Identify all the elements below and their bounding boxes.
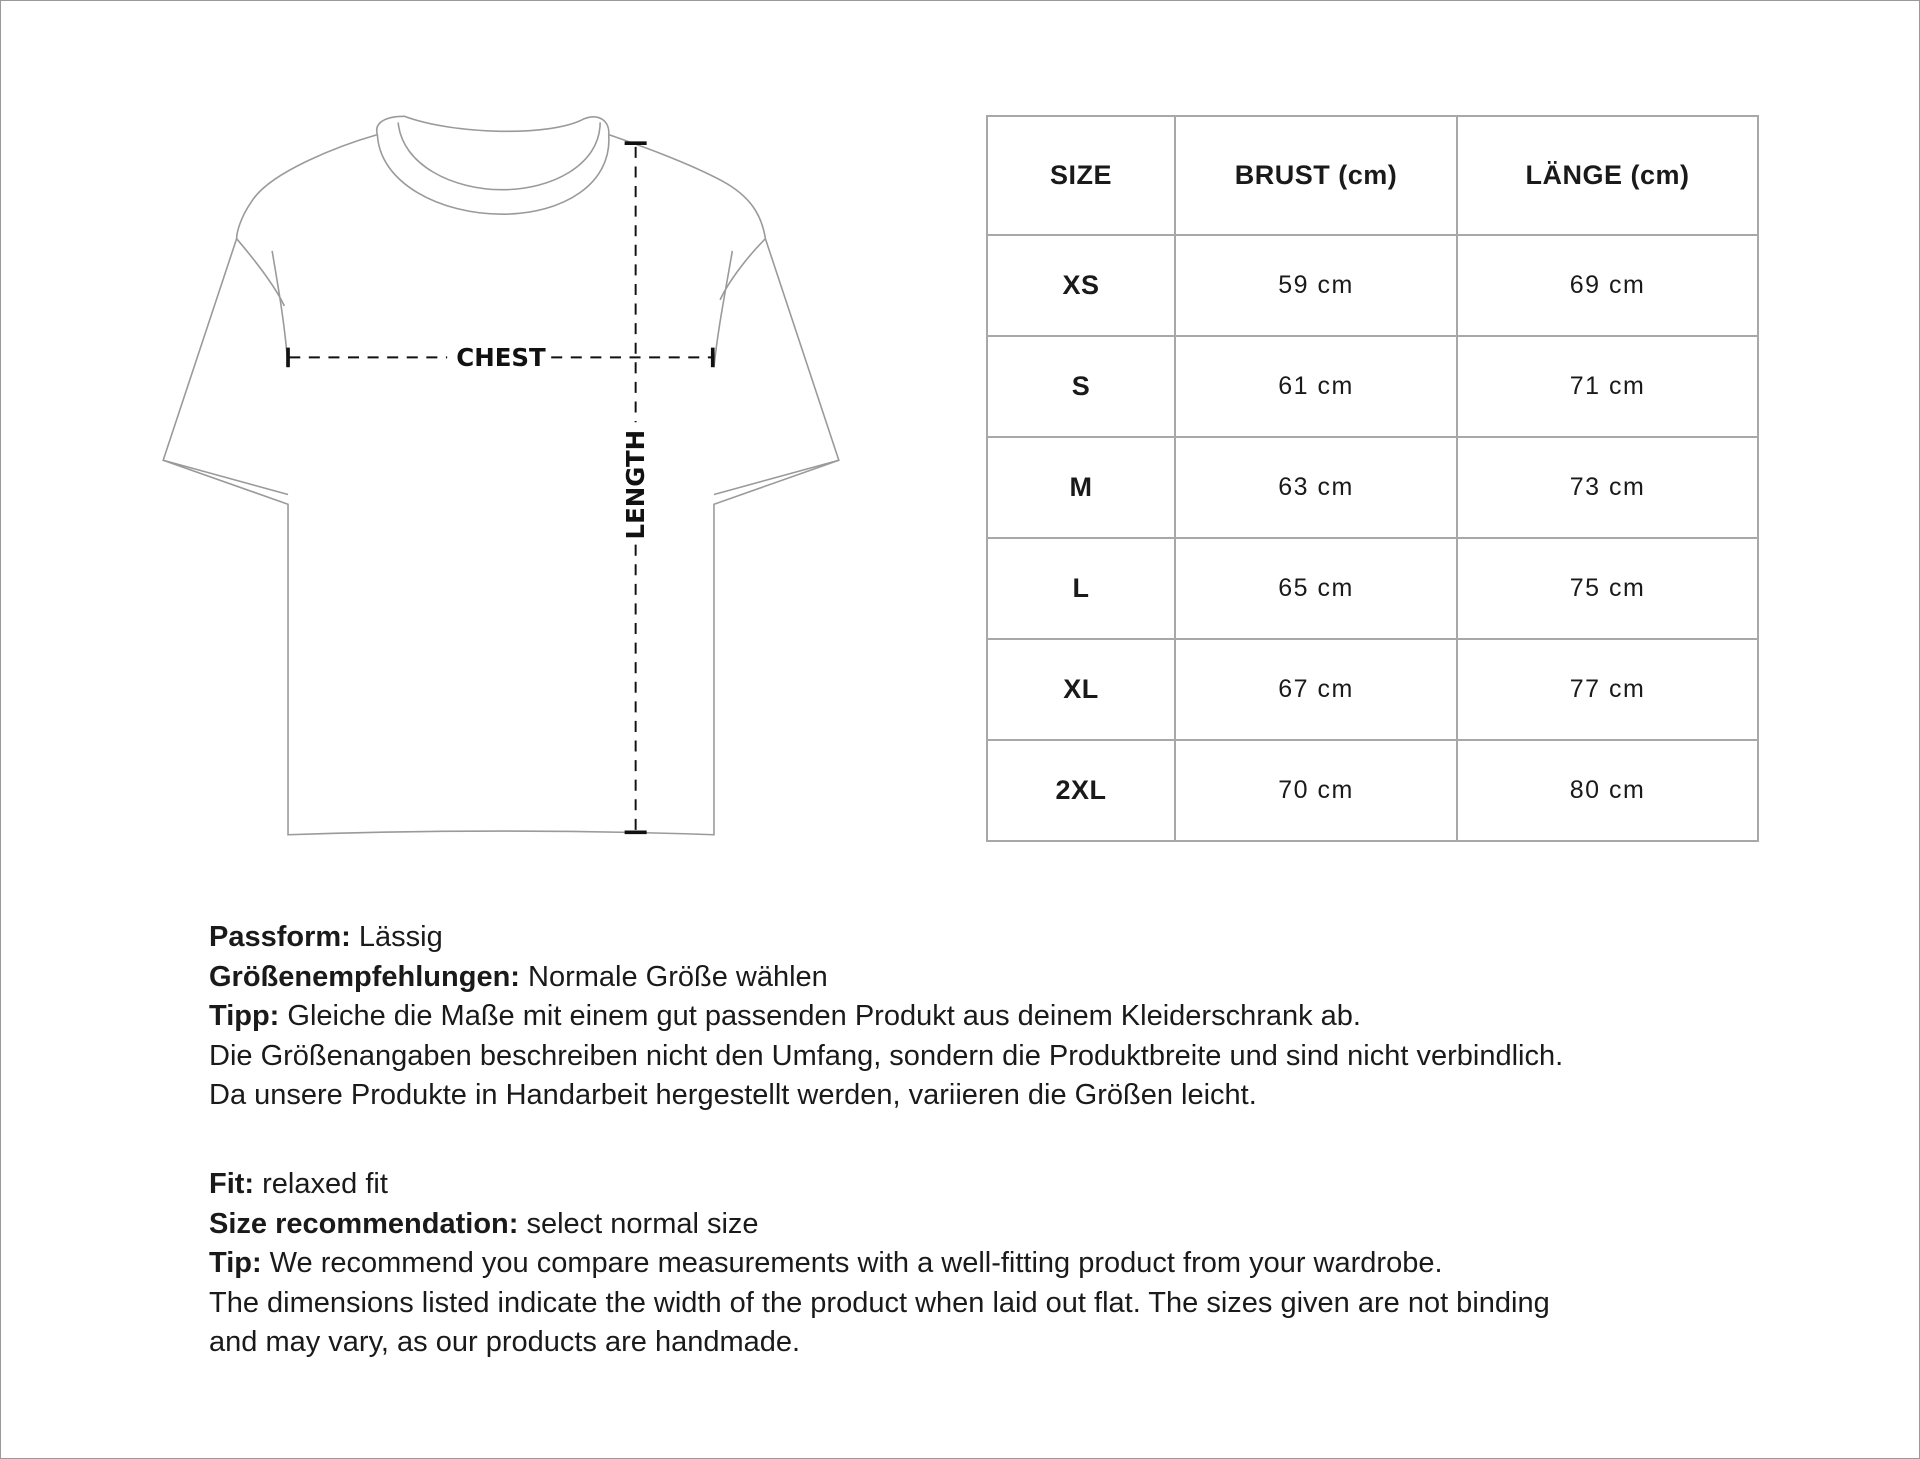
note-line: and may vary, as our products are handma… <box>209 1326 801 1358</box>
tshirt-outline <box>162 115 840 836</box>
tip-label: Tip: <box>209 1247 262 1279</box>
measure-ticks <box>286 141 715 835</box>
measure-lines <box>289 146 713 830</box>
cell-laenge: 69 cm <box>1456 234 1759 337</box>
cell-size: S <box>986 335 1176 438</box>
recommendation-value: select normal size <box>518 1207 759 1240</box>
cell-size: L <box>986 537 1176 640</box>
tip-value: We recommend you compare measurements wi… <box>261 1247 1443 1279</box>
tip-label: Tipp: <box>209 1000 280 1032</box>
length-label: LENGTH <box>621 430 650 540</box>
note-line: Die Größenangaben beschreiben nicht den … <box>209 1039 1564 1072</box>
cell-laenge: 73 cm <box>1456 436 1759 539</box>
table-row: L 65 cm 75 cm <box>986 537 1759 640</box>
recommendation-line: Größenempfehlungen: Normale Größe wählen <box>209 958 1563 998</box>
tip-line: Tip: We recommend you compare measuremen… <box>209 1244 1550 1284</box>
size-table: SIZE BRUST (cm) LÄNGE (cm) XS 59 cm 69 cm … <box>986 115 1759 842</box>
recommendation-label: Size recommendation: <box>209 1207 519 1240</box>
cell-laenge: 80 cm <box>1456 739 1759 842</box>
cell-brust: 65 cm <box>1174 537 1458 640</box>
fit-value: Lässig <box>350 921 443 953</box>
table-row: 2XL 70 cm 80 cm <box>986 739 1759 842</box>
table-row: M 63 cm 73 cm <box>986 436 1759 539</box>
cell-brust: 63 cm <box>1174 436 1458 539</box>
fit-line: Passform: Lässig <box>209 918 1563 958</box>
table-row: S 61 cm 71 cm <box>986 335 1759 438</box>
table-row: XS 59 cm 69 cm <box>986 234 1759 337</box>
cell-brust: 67 cm <box>1174 638 1458 741</box>
header-brust: BRUST (cm) <box>1174 115 1458 236</box>
tip-line: Tipp: Gleiche die Maße mit einem gut pas… <box>209 997 1563 1037</box>
header-size: SIZE <box>986 115 1176 236</box>
note-line: The dimensions listed indicate the width… <box>209 1286 1550 1319</box>
cell-size: XL <box>986 638 1176 741</box>
cell-size: M <box>986 436 1176 539</box>
cell-brust: 59 cm <box>1174 234 1458 337</box>
cell-brust: 70 cm <box>1174 739 1458 842</box>
tip-value: Gleiche die Maße mit einem gut passenden… <box>279 1000 1361 1032</box>
notes-german: Passform: Lässig Größenempfehlungen: Nor… <box>209 918 1563 1116</box>
recommendation-value: Normale Größe wählen <box>519 960 828 993</box>
recommendation-line: Size recommendation: select normal size <box>209 1205 1550 1245</box>
cell-laenge: 77 cm <box>1456 638 1759 741</box>
chest-label: CHEST <box>456 343 546 372</box>
cell-size: 2XL <box>986 739 1176 842</box>
table-header-row: SIZE BRUST (cm) LÄNGE (cm) <box>986 115 1759 236</box>
cell-size: XS <box>986 234 1176 337</box>
recommendation-label: Größenempfehlungen: <box>209 960 520 993</box>
cell-brust: 61 cm <box>1174 335 1458 438</box>
cell-laenge: 71 cm <box>1456 335 1759 438</box>
header-laenge: LÄNGE (cm) <box>1456 115 1759 236</box>
note-line: Da unsere Produkte in Handarbeit hergest… <box>209 1079 1257 1111</box>
fit-value: relaxed fit <box>254 1168 388 1200</box>
table-row: XL 67 cm 77 cm <box>986 638 1759 741</box>
fit-line: Fit: relaxed fit <box>209 1165 1550 1205</box>
fit-label: Passform: <box>209 921 351 953</box>
notes-english: Fit: relaxed fit Size recommendation: se… <box>209 1165 1550 1363</box>
cell-laenge: 75 cm <box>1456 537 1759 640</box>
fit-label: Fit: <box>209 1168 255 1200</box>
